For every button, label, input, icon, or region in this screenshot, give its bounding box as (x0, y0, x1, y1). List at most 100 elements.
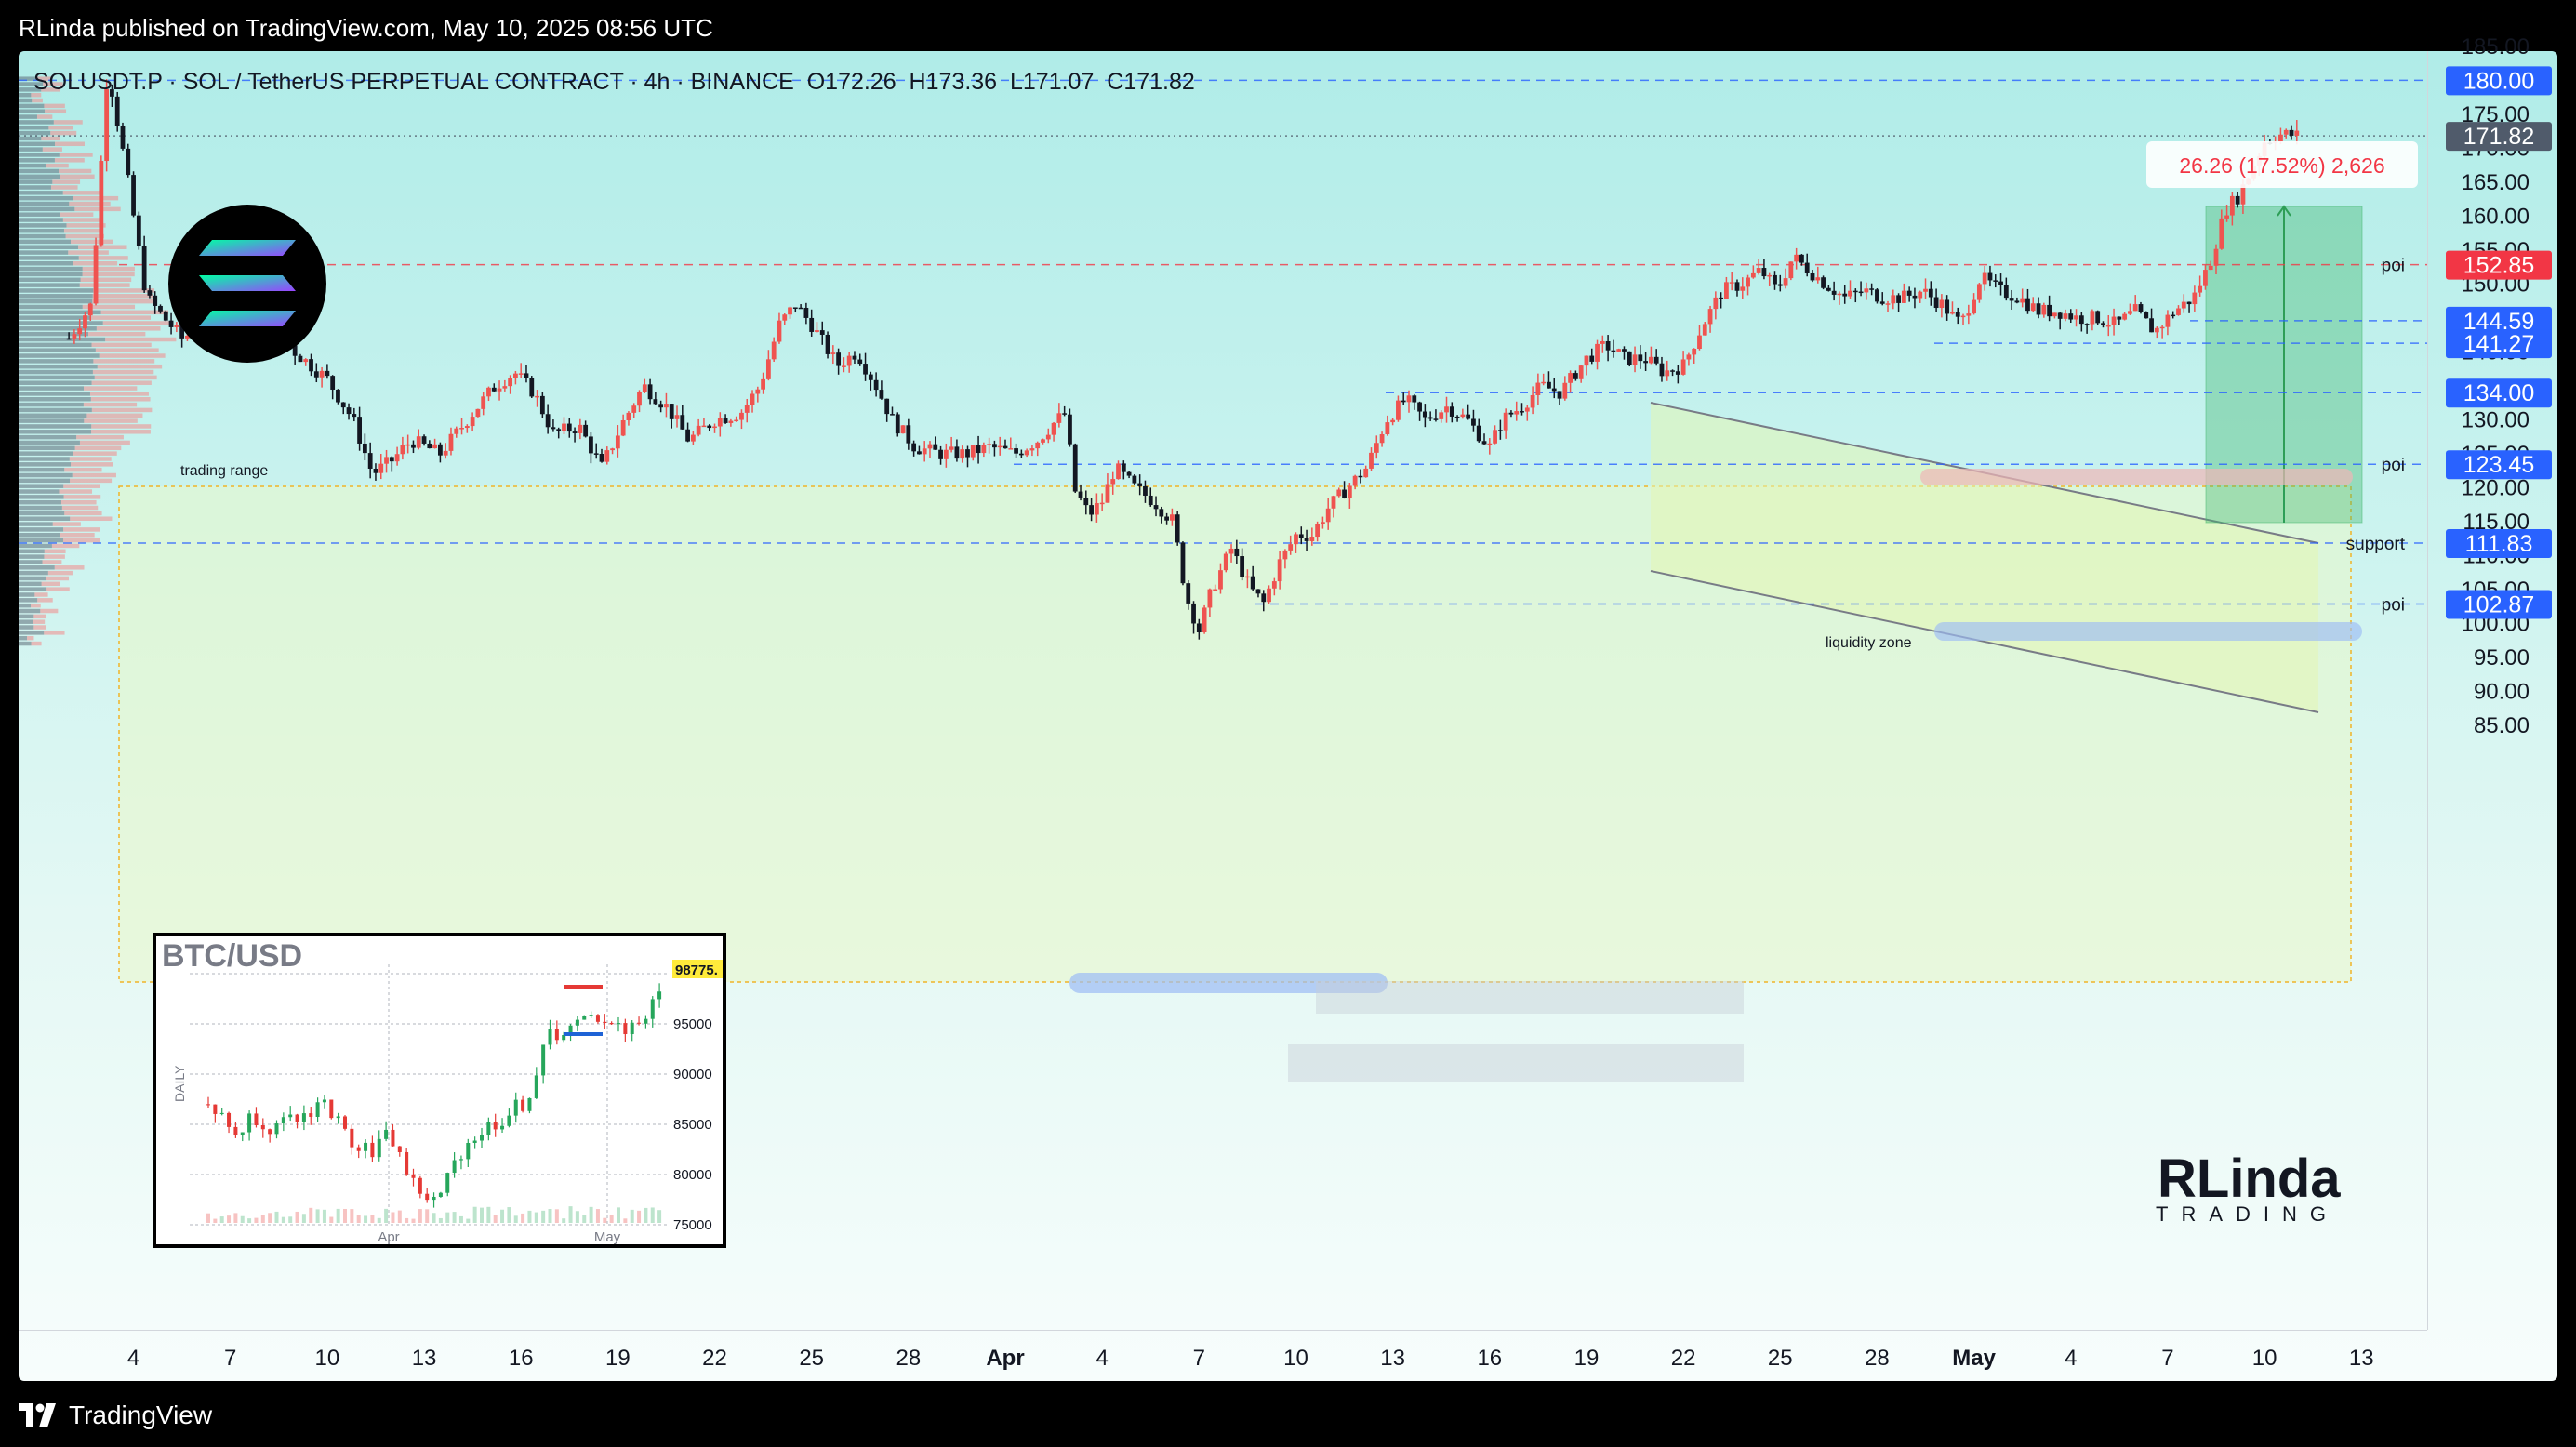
candle-body (1573, 373, 1578, 379)
volume-profile-bar (19, 126, 49, 130)
tradingview-brand[interactable]: TradingView (19, 1395, 212, 1436)
candle-body (518, 373, 524, 375)
candle-body (1966, 313, 1972, 316)
candle-body (1535, 382, 1541, 395)
candle-body (1454, 416, 1460, 418)
candle-body (1896, 295, 1901, 303)
volume-profile-bar (19, 549, 45, 554)
x-tick-label: 13 (1380, 1346, 1405, 1371)
volume-profile-bar (19, 499, 61, 505)
volume-profile-bar (41, 581, 60, 587)
candle-body (992, 444, 997, 448)
volume-profile-bar (73, 451, 117, 456)
volume-profile-bar (19, 407, 92, 413)
candle-body (2105, 325, 2111, 327)
x-tick-label: 28 (1865, 1346, 1890, 1371)
candle-body (685, 429, 690, 442)
x-tick-label: 7 (2161, 1346, 2173, 1371)
candle-body (2078, 315, 2084, 325)
candle-body (1255, 589, 1261, 594)
candle-body (325, 370, 330, 377)
inset-volume-bar (364, 1215, 368, 1223)
price-scale[interactable] (2427, 51, 2558, 1330)
volume-profile-bar (50, 185, 78, 190)
inset-volume-bar (644, 1207, 648, 1223)
volume-profile-bar (88, 331, 146, 337)
volume-profile-bar (89, 392, 149, 396)
candle-body (2208, 265, 2213, 271)
candle-body (2122, 313, 2128, 320)
volume-profile-bar (19, 92, 32, 98)
candle-body (539, 395, 545, 415)
inset-candle-body (650, 999, 655, 1019)
volume-profile-bar (19, 625, 34, 630)
inset-candle-body (541, 1044, 546, 1076)
volume-profile-bar (93, 288, 155, 293)
volume-profile-bar (19, 603, 32, 608)
volume-profile-bar (90, 397, 151, 402)
volume-profile-bar (19, 581, 42, 587)
inset-volume-bar (336, 1208, 340, 1223)
candle-body (535, 395, 539, 398)
candle-body (378, 463, 384, 473)
x-tick-label: 22 (1671, 1346, 1696, 1371)
candle-body (707, 425, 712, 429)
candle-body (1773, 274, 1777, 285)
trading-range-border (118, 485, 2352, 983)
volume-profile-bar (19, 598, 38, 603)
volume-profile-bar (19, 538, 64, 543)
candle-body (1524, 407, 1530, 412)
candle-body (298, 355, 303, 363)
volume-profile-bar (64, 467, 102, 472)
volume-profile-bar (47, 570, 73, 576)
volume-profile-bar (19, 533, 60, 538)
volume-profile-bar (76, 434, 124, 440)
candle-body (1928, 288, 1933, 298)
tradingview-logo-icon (19, 1403, 56, 1427)
candle-body (1746, 277, 1750, 287)
candle-body (158, 305, 163, 312)
volume-profile-bar (19, 163, 46, 168)
candle-body (1261, 593, 1267, 603)
candle-body (292, 345, 298, 356)
volume-profile-bar (19, 413, 87, 418)
candle-body (1072, 444, 1078, 492)
candle-body (572, 431, 578, 433)
volume-profile-bar (73, 195, 119, 201)
candle-body (1035, 442, 1041, 449)
candle-body (1707, 309, 1713, 325)
candle-body (346, 407, 352, 415)
candle-body (1325, 508, 1331, 523)
candle-body (443, 450, 448, 456)
inset-candle-body (500, 1125, 505, 1130)
candle-body (750, 393, 755, 405)
candle-body (1837, 293, 1842, 296)
inset-volume-bar (623, 1218, 628, 1223)
candle-body (728, 420, 734, 423)
candle-body (1788, 261, 1794, 279)
candle-body (99, 161, 104, 246)
volume-profile-bar (19, 348, 96, 352)
volume-profile-bar (19, 527, 64, 532)
candle-body (2294, 130, 2300, 136)
candle-body (578, 424, 583, 433)
volume-profile-bar (44, 549, 66, 554)
volume-profile-bar (66, 223, 106, 228)
inset-volume-bar (227, 1215, 232, 1223)
ohlc-close: C171.82 (1107, 69, 1195, 95)
candle-body (1029, 448, 1035, 451)
inset-candle-body (274, 1123, 279, 1135)
inset-candle-body (370, 1142, 375, 1158)
inset-volume-bar (617, 1207, 620, 1223)
volume-profile-bar (19, 386, 85, 391)
inset-y-tick: 85000 (673, 1117, 712, 1133)
candle-body (1180, 542, 1186, 584)
candle-body (857, 359, 863, 365)
inset-candle-body (219, 1112, 224, 1114)
candle-body (1605, 340, 1611, 351)
zones (118, 205, 2363, 1082)
inset-volume-bar (595, 1209, 600, 1223)
time-scale[interactable] (19, 1330, 2427, 1382)
inset-candle-body (486, 1122, 491, 1135)
volume-profile-bar (99, 353, 166, 358)
